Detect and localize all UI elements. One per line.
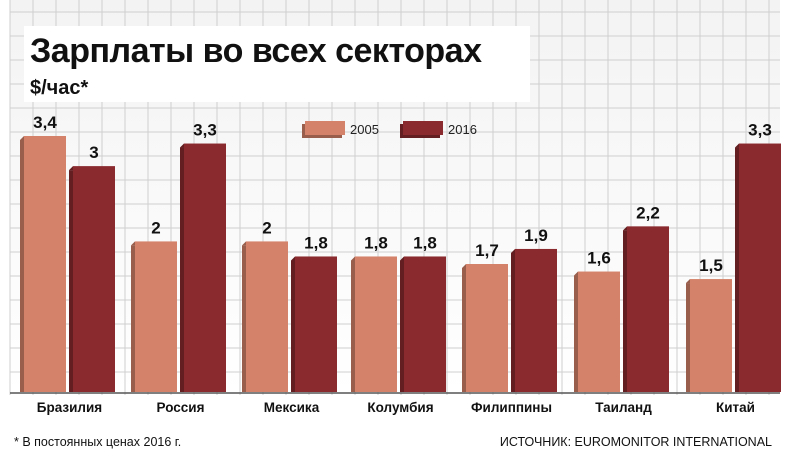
category-label-Китай: Китай bbox=[716, 400, 755, 415]
bar-corner-2016-Филиппины bbox=[511, 248, 515, 253]
legend-label-2016: 2016 bbox=[448, 122, 477, 137]
bar-corner-2016-Мексика bbox=[291, 256, 295, 261]
bar-corner-2016-Колумбия bbox=[400, 256, 404, 261]
data-label-2005-Мексика: 2 bbox=[262, 218, 271, 237]
source-note: ИСТОЧНИК: EUROMONITOR INTERNATIONAL bbox=[500, 435, 772, 449]
data-label-2016-Россия: 3,3 bbox=[193, 121, 217, 140]
data-label-2016-Бразилия: 3 bbox=[89, 143, 98, 162]
bar-corner-2016-Китай bbox=[735, 143, 739, 148]
bar-side-2016-Россия bbox=[180, 147, 184, 392]
bar-corner-2005-Мексика bbox=[242, 241, 246, 246]
bar-side-2005-Колумбия bbox=[351, 260, 355, 392]
data-label-2005-Филиппины: 1,7 bbox=[475, 241, 499, 260]
data-label-2016-Китай: 3,3 bbox=[748, 121, 772, 140]
chart-subtitle: $/час* bbox=[30, 77, 89, 99]
bar-2016-Бразилия bbox=[73, 166, 115, 392]
bar-corner-2005-Россия bbox=[131, 241, 135, 246]
bar-side-2016-Бразилия bbox=[69, 170, 73, 392]
bar-corner-2016-Бразилия bbox=[69, 166, 73, 171]
bar-2005-Бразилия bbox=[24, 136, 66, 392]
data-label-2005-Бразилия: 3,4 bbox=[33, 113, 57, 132]
bar-2005-Россия bbox=[135, 241, 177, 392]
data-label-2016-Филиппины: 1,9 bbox=[524, 226, 548, 245]
data-label-2005-Колумбия: 1,8 bbox=[364, 233, 388, 252]
category-label-Филиппины: Филиппины bbox=[471, 400, 552, 415]
bar-corner-2016-Таиланд bbox=[623, 226, 627, 231]
legend-swatch-2005 bbox=[305, 121, 345, 135]
bar-2016-Таиланд bbox=[627, 226, 669, 392]
bar-corner-2005-Китай bbox=[686, 279, 690, 284]
category-label-Бразилия: Бразилия bbox=[37, 400, 102, 415]
data-label-2005-Россия: 2 bbox=[151, 218, 160, 237]
bar-side-2016-Мексика bbox=[291, 260, 295, 392]
category-labels: Бразилия Россия Мексика Колумбия Филиппины Та… bbox=[37, 400, 755, 415]
legend: 2005 2016 bbox=[302, 121, 477, 138]
category-label-Мексика: Мексика bbox=[264, 400, 320, 415]
bar-side-2005-Мексика bbox=[242, 245, 246, 392]
title-backdrop bbox=[24, 26, 530, 102]
bar-side-2016-Таиланд bbox=[623, 230, 627, 392]
category-label-Колумбия: Колумбия bbox=[367, 400, 433, 415]
bar-side-2005-Таиланд bbox=[574, 275, 578, 392]
bar-2005-Колумбия bbox=[355, 256, 397, 392]
bar-corner-2005-Колумбия bbox=[351, 256, 355, 261]
bar-side-2005-Россия bbox=[131, 245, 135, 392]
bar-corner-2016-Россия bbox=[180, 143, 184, 148]
data-labels: 3,4 3 2 3,3 2 1,8 1,8 1,8 1,7 1,9 1,6 2,2 1,5 3,3 bbox=[33, 113, 772, 275]
bar-corner-2005-Бразилия bbox=[20, 136, 24, 140]
bar-2016-Колумбия bbox=[404, 256, 446, 392]
data-label-2016-Колумбия: 1,8 bbox=[413, 233, 437, 252]
bar-corner-2005-Филиппины bbox=[462, 264, 466, 268]
bar-side-2005-Китай bbox=[686, 283, 690, 392]
bar-2016-Филиппины bbox=[515, 248, 557, 392]
bar-2016-Мексика bbox=[295, 256, 337, 392]
bars bbox=[20, 136, 781, 392]
bar-corner-2005-Таиланд bbox=[574, 271, 578, 276]
category-label-Таиланд: Таиланд bbox=[595, 400, 652, 415]
chart-title: Зарплаты во всех секторах bbox=[30, 32, 482, 70]
bar-2005-Филиппины bbox=[466, 264, 508, 392]
legend-swatch-2016 bbox=[403, 121, 443, 135]
bar-2016-Россия bbox=[184, 143, 226, 392]
bar-2005-Мексика bbox=[246, 241, 288, 392]
footnote: * В постоянных ценах 2016 г. bbox=[14, 435, 181, 449]
data-label-2016-Таиланд: 2,2 bbox=[636, 203, 660, 222]
bar-2005-Таиланд bbox=[578, 271, 620, 392]
bar-side-2016-Колумбия bbox=[400, 260, 404, 392]
data-label-2005-Таиланд: 1,6 bbox=[587, 249, 611, 268]
bar-2005-Китай bbox=[690, 279, 732, 392]
legend-label-2005: 2005 bbox=[350, 122, 379, 137]
data-label-2016-Мексика: 1,8 bbox=[304, 233, 328, 252]
bar-side-2005-Филиппины bbox=[462, 268, 466, 392]
category-label-Россия: Россия bbox=[157, 400, 205, 415]
bar-side-2016-Китай bbox=[735, 147, 739, 392]
bar-side-2005-Бразилия bbox=[20, 140, 24, 392]
data-label-2005-Китай: 1,5 bbox=[699, 256, 723, 275]
bar-2016-Китай bbox=[739, 143, 781, 392]
bar-side-2016-Филиппины bbox=[511, 252, 515, 392]
